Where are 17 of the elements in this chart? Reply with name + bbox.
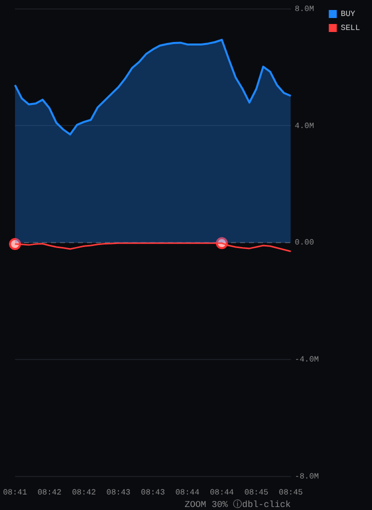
x-tick-label: 08:45 <box>278 488 303 498</box>
x-tick-label: 08:43 <box>106 488 131 498</box>
text: ZOOM 30% ⓘdbl-click <box>184 498 291 510</box>
legend-label: SELL <box>340 24 360 34</box>
legend-label: BUY <box>340 10 356 20</box>
x-tick-label: 08:45 <box>244 488 269 498</box>
x-tick-label: 08:41 <box>2 488 28 498</box>
x-tick-label: 08:44 <box>210 488 234 498</box>
x-tick-label: 08:42 <box>37 488 62 498</box>
y-tick-label: -8.0M <box>294 472 319 482</box>
x-tick-label: 08:44 <box>175 488 200 498</box>
y-tick-label: 0.00 <box>294 238 314 248</box>
x-tick-label: 08:43 <box>140 488 166 498</box>
y-tick-label: -4.0M <box>294 356 319 365</box>
y-tick-label: 4.0M <box>294 122 314 131</box>
y-tick-label: 8.0M <box>294 4 314 14</box>
x-tick-label: 08:42 <box>72 488 96 498</box>
